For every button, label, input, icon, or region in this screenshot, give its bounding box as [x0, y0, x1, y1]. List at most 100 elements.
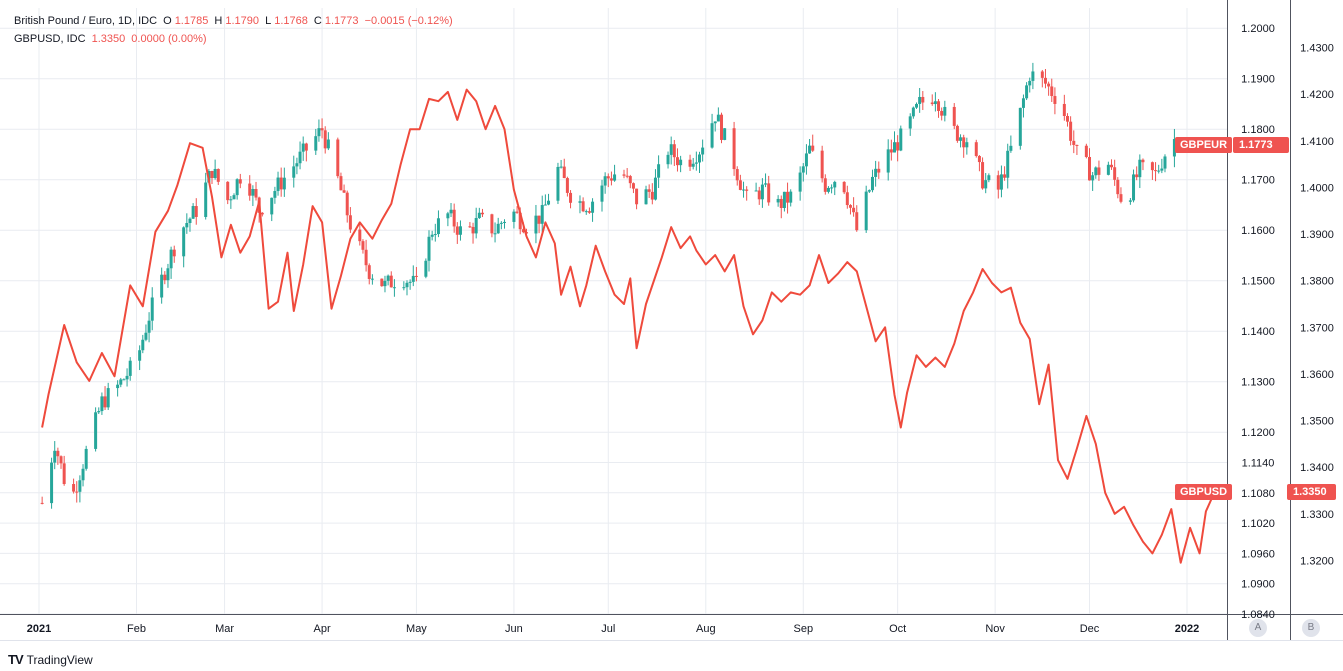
- candle-body: [697, 154, 701, 163]
- candle-body: [735, 169, 739, 181]
- gbpeur-candle-up: [166, 263, 170, 288]
- candle-body: [477, 212, 481, 219]
- gbpeur-candle-down: [260, 212, 264, 217]
- candle-body: [1003, 174, 1007, 178]
- gbpeur-candle-down: [650, 183, 654, 205]
- candle-body: [84, 448, 88, 469]
- gbpeur-candle-up: [314, 128, 318, 155]
- gbpeur-candle-up: [512, 209, 516, 229]
- candle-body: [899, 128, 903, 151]
- left-axis-tick-label: 1.1600: [1241, 225, 1275, 237]
- scale-b-button[interactable]: B: [1302, 619, 1320, 637]
- gbpeur-symbol-tag: GBPEUR: [1175, 137, 1233, 153]
- candle-body: [877, 168, 881, 173]
- gbpeur-candle-down: [628, 174, 632, 189]
- left-axis-tick-label: 1.1140: [1242, 458, 1275, 470]
- candle-body: [811, 145, 815, 151]
- gbpeur-candle-up: [754, 182, 758, 192]
- candle-body: [295, 163, 299, 167]
- candle-body: [471, 226, 475, 234]
- gbpeur-candle-down: [490, 213, 494, 238]
- candle-body: [1028, 80, 1032, 86]
- gbpeur-candle-up: [830, 184, 834, 194]
- gbpeur-candle-down: [56, 447, 60, 465]
- gbpeur-candle-up: [125, 368, 129, 387]
- candle-body: [653, 177, 657, 200]
- left-axis-tick-label: 1.0900: [1241, 579, 1275, 591]
- candle-body: [348, 215, 352, 230]
- candle-body: [320, 128, 324, 131]
- candle-body: [915, 103, 919, 108]
- candle-body: [870, 176, 874, 191]
- candle-body: [56, 450, 60, 457]
- candle-body: [386, 275, 390, 281]
- gbpeur-candle-up: [867, 189, 871, 194]
- gbpeur-candle-down: [779, 195, 783, 219]
- candle-body: [383, 280, 387, 287]
- gbpeur-candle-up: [449, 202, 453, 218]
- candle-body: [587, 211, 591, 213]
- candle-body: [97, 411, 101, 413]
- candle-body: [556, 166, 560, 201]
- candle-body: [647, 189, 651, 192]
- gbpeur-candle-up: [317, 119, 321, 142]
- left-axis-tick-label: 1.1700: [1241, 175, 1275, 187]
- gbpeur-candle-up: [808, 139, 812, 154]
- x-axis-tick-label: Jul: [601, 623, 615, 635]
- gbpeur-candle-down: [962, 134, 966, 158]
- candle-body: [50, 462, 54, 504]
- candle-body: [499, 222, 503, 224]
- candle-body: [955, 125, 959, 141]
- left-axis-tick-label: 1.1400: [1241, 326, 1275, 338]
- candle-body: [713, 121, 717, 124]
- gbpeur-candle-down: [1043, 68, 1047, 89]
- candle-body: [53, 450, 57, 463]
- candle-body: [1050, 86, 1054, 97]
- clipped-toolbar-text: ________ ___ __ _ ______ ___ ____ _ __ _…: [0, 0, 560, 2]
- candle-body: [830, 187, 834, 189]
- gbpeur-candle-up: [892, 131, 896, 153]
- gbpeur-candle-up: [1157, 164, 1161, 174]
- gbpeur-candle-up: [386, 274, 390, 286]
- gbpeur-candle-up: [276, 171, 280, 196]
- gbpeur-candle-down: [720, 112, 724, 144]
- gbpeur-candle-down: [1075, 144, 1079, 155]
- gbpusd-price-tag: 1.3350: [1287, 484, 1336, 500]
- candle-body: [229, 199, 233, 201]
- gbpeur-candle-down: [1113, 159, 1117, 186]
- gbpeur-candle-up: [547, 193, 551, 206]
- gbpeur-candle-down: [855, 205, 859, 232]
- candle-body: [339, 176, 343, 191]
- candle-body: [216, 168, 220, 182]
- candle-body: [150, 297, 154, 321]
- candle-body: [974, 142, 978, 156]
- candle-body: [1157, 170, 1161, 172]
- gbpeur-candle-down: [515, 206, 519, 214]
- gbpeur-candle-up: [411, 265, 415, 287]
- tradingview-brand[interactable]: TV TradingView: [8, 652, 93, 667]
- candle-body: [543, 204, 547, 206]
- gbpeur-candle-down: [320, 118, 324, 139]
- candle-body: [1084, 145, 1088, 157]
- candle-body: [578, 201, 582, 203]
- candle-body: [72, 484, 76, 492]
- gbpeur-candle-down: [889, 139, 893, 161]
- gbpeur-candle-down: [1097, 160, 1101, 181]
- candle-body: [1062, 103, 1066, 116]
- candle-body: [455, 226, 459, 235]
- gbpeur-candle-up: [204, 172, 208, 220]
- gbpeur-candle-up: [138, 345, 142, 371]
- gbpeur-candle-up: [370, 274, 374, 285]
- candle-body: [742, 189, 746, 191]
- gbpeur-candle-up: [723, 128, 727, 141]
- tradingview-logo-icon: TV: [8, 652, 24, 667]
- scale-a-button[interactable]: A: [1249, 619, 1267, 637]
- gbpeur-candle-up: [232, 193, 236, 200]
- tradingview-brand-name: TradingView: [26, 652, 93, 667]
- candle-body: [962, 137, 966, 148]
- candle-body: [911, 107, 915, 117]
- gbpeur-candle-up: [1132, 169, 1136, 203]
- candle-body: [848, 205, 852, 208]
- gbpeur-candle-down: [930, 94, 934, 106]
